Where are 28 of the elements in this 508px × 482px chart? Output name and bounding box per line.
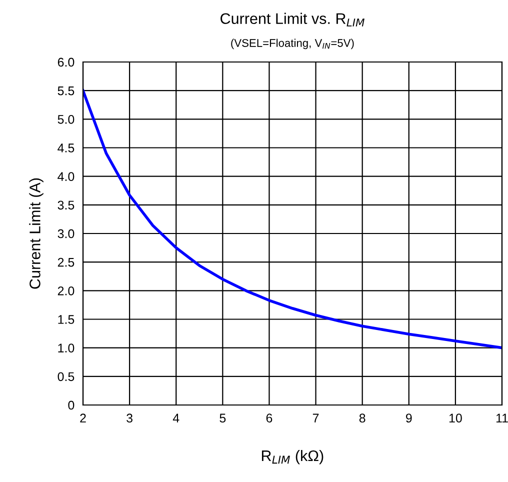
y-tick-label: 5.0 xyxy=(58,114,74,124)
y-tick-label: 6.0 xyxy=(58,58,74,67)
y-tick-label: 4.0 xyxy=(58,172,74,181)
y-tick-label: 1.5 xyxy=(58,315,74,324)
x-tick-label: 8 xyxy=(359,414,366,423)
x-tick-label: 6 xyxy=(266,414,272,423)
y-tick-label: 0.5 xyxy=(58,372,74,382)
y-axis-title: Current Limit (A) xyxy=(29,178,44,289)
x-tick-label: 9 xyxy=(406,414,412,423)
y-tick-label: 3.5 xyxy=(58,200,74,210)
x-tick-label: 2 xyxy=(80,414,86,422)
line-series xyxy=(83,89,502,350)
x-axis-title: R$_{LIM}$ (kΩ) xyxy=(262,450,324,464)
y-tick-label: 4.5 xyxy=(58,144,74,152)
chart-subtitle: (VSEL=Floating, V$_{IN}$=5V) xyxy=(231,38,354,50)
y-tick-label: 5.5 xyxy=(58,86,74,96)
x-tick-label: 11 xyxy=(496,414,508,422)
y-tick-label: 3.0 xyxy=(58,229,74,238)
x-tick-label: 4 xyxy=(172,414,180,422)
x-tick-label: 7 xyxy=(312,414,319,422)
x-tick-label: 5 xyxy=(220,414,226,423)
y-tick-label: 1.0 xyxy=(58,344,74,352)
x-tick-label: 3 xyxy=(126,414,132,423)
x-tick-label: 10 xyxy=(449,414,462,423)
y-tick-label: 2.5 xyxy=(58,258,74,267)
y-tick-label: 0 xyxy=(68,400,74,410)
y-tick-label: 2.0 xyxy=(58,286,74,296)
chart-title: Current Limit vs. R$_{LIM}$ xyxy=(220,12,364,26)
